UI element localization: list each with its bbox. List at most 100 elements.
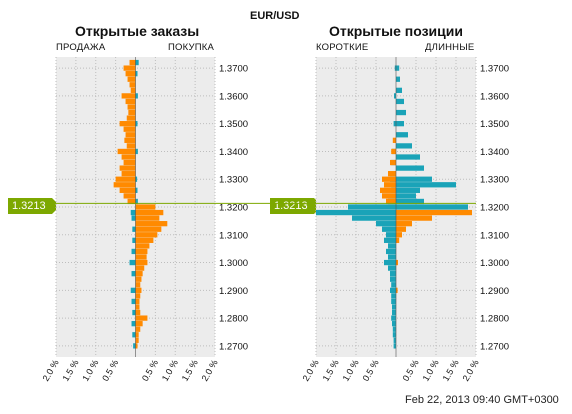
bar xyxy=(127,104,136,110)
bar xyxy=(135,232,158,238)
bar xyxy=(135,343,138,349)
bar xyxy=(130,209,136,216)
bar xyxy=(126,115,136,121)
bar xyxy=(129,82,136,88)
bar xyxy=(384,259,396,266)
bar xyxy=(388,265,396,271)
bar xyxy=(135,271,143,277)
bar xyxy=(396,187,420,193)
bar xyxy=(129,59,136,66)
bar xyxy=(132,309,136,316)
bar xyxy=(392,321,396,327)
y-tick-label: 1.3000 xyxy=(219,258,248,269)
bar xyxy=(135,237,154,243)
bar xyxy=(386,248,396,255)
y-tick-label: 1.3200 xyxy=(480,203,509,214)
x-tick-label: 2.0 % xyxy=(200,358,220,383)
positions-right-label: ДЛИННЫЕ xyxy=(425,42,475,53)
bar xyxy=(135,204,156,210)
bar xyxy=(135,304,140,310)
bar xyxy=(121,93,136,99)
bar xyxy=(135,198,138,205)
bar xyxy=(135,248,148,255)
bar xyxy=(119,187,136,193)
bar xyxy=(119,165,136,171)
bar xyxy=(123,126,136,132)
bar xyxy=(121,171,136,177)
bar xyxy=(388,254,396,260)
bar xyxy=(386,198,396,205)
bar xyxy=(135,293,141,299)
bar xyxy=(135,259,148,266)
bar xyxy=(396,259,398,266)
bar xyxy=(396,132,408,138)
bar xyxy=(135,221,168,227)
bar xyxy=(392,326,396,332)
positions-chart-title: Открытые позиции xyxy=(329,23,463,39)
bar xyxy=(124,137,136,143)
y-tick-label: 1.2700 xyxy=(219,341,248,352)
bar xyxy=(135,337,139,343)
bar xyxy=(113,182,136,188)
bar xyxy=(135,215,160,221)
orders-left-label: ПРОДАЖА xyxy=(56,42,106,53)
y-tick-label: 1.3300 xyxy=(480,175,509,186)
bar xyxy=(127,198,136,205)
bar xyxy=(130,87,136,93)
y-tick-label: 1.3600 xyxy=(480,91,509,102)
bar xyxy=(352,215,396,221)
bar xyxy=(135,315,148,321)
bar xyxy=(135,332,139,338)
bar xyxy=(391,298,396,305)
y-tick-label: 1.3500 xyxy=(480,119,509,130)
bar xyxy=(135,176,138,182)
bar xyxy=(396,87,402,93)
bar xyxy=(390,159,396,166)
bar xyxy=(396,65,400,71)
orders-right-label: ПОКУПКА xyxy=(168,42,214,53)
y-tick-label: 1.3700 xyxy=(219,64,248,75)
bar xyxy=(384,237,396,243)
x-tick-label: 1.0 % xyxy=(341,358,361,383)
bar xyxy=(396,143,412,149)
x-tick-label: 0.5 % xyxy=(361,358,381,383)
bar xyxy=(135,287,142,293)
bar xyxy=(396,209,472,216)
bar xyxy=(135,243,150,249)
timestamp: Feb 22, 2013 09:40 GMT+0300 xyxy=(405,394,559,406)
bar xyxy=(128,109,136,116)
y-tick-label: 1.3500 xyxy=(219,119,248,130)
bar xyxy=(125,132,136,138)
orders-chart-title: Открытые заказы xyxy=(75,23,200,39)
y-tick-label: 1.2800 xyxy=(480,314,509,325)
bar xyxy=(388,171,396,177)
bar xyxy=(135,226,162,232)
bar xyxy=(380,187,396,193)
bar xyxy=(135,148,138,155)
bar xyxy=(396,232,402,238)
bar xyxy=(396,76,400,82)
bar xyxy=(392,304,396,310)
bar xyxy=(393,121,396,127)
y-tick-label: 1.3700 xyxy=(480,64,509,75)
bar xyxy=(131,321,136,327)
x-tick-label: 1.5 % xyxy=(180,358,200,383)
bar xyxy=(396,237,400,243)
bar xyxy=(396,221,412,227)
bar xyxy=(119,121,136,127)
x-tick-label: 2.0 % xyxy=(461,358,481,383)
bar xyxy=(131,215,136,221)
currency-pair-label: EUR/USD xyxy=(250,10,300,22)
bar xyxy=(382,226,396,232)
bar xyxy=(123,65,136,71)
bar xyxy=(393,337,396,343)
bar xyxy=(115,176,136,182)
bar xyxy=(376,221,396,227)
bar xyxy=(396,154,420,160)
bar xyxy=(396,198,424,205)
bar xyxy=(132,332,136,338)
bar xyxy=(392,309,396,316)
bar xyxy=(348,204,396,210)
bar xyxy=(135,121,138,127)
bar xyxy=(135,276,142,282)
